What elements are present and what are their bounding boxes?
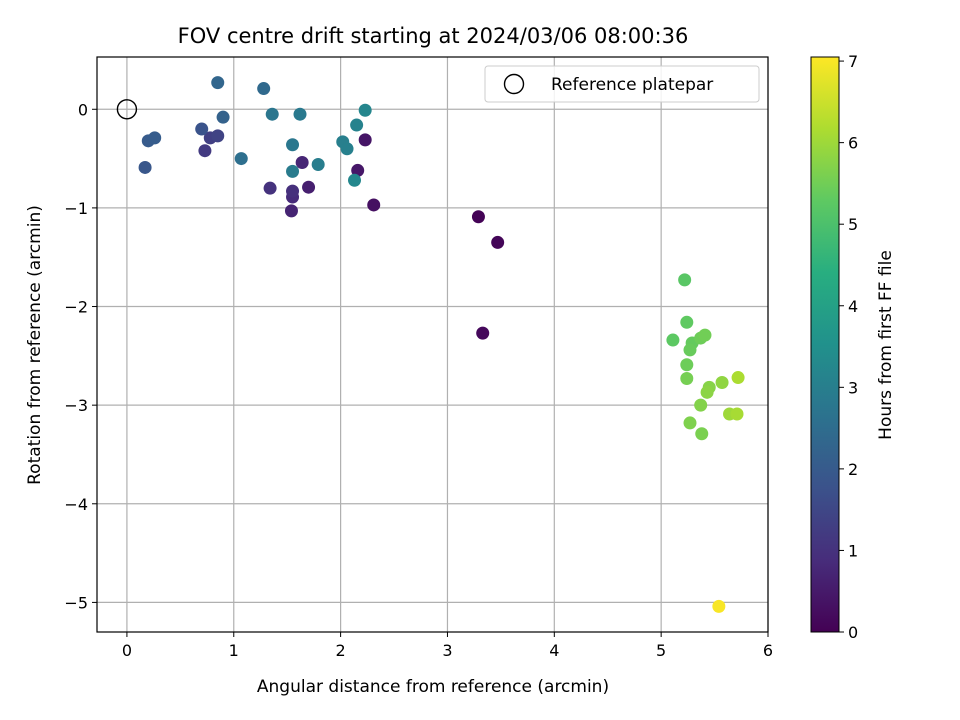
- plot-frame: [96, 56, 769, 633]
- x-tick-label: 0: [122, 641, 132, 660]
- data-point: [471, 210, 485, 224]
- colorbar-tick-label: 3: [848, 378, 858, 397]
- data-point: [216, 110, 230, 124]
- x-axis-ticks: 0 1 2 3 4 5 6: [122, 632, 773, 660]
- data-point: [491, 235, 505, 249]
- y-tick-label: −3: [64, 396, 88, 415]
- chart-title: FOV centre drift starting at 2024/03/06 …: [178, 24, 689, 48]
- y-tick-label: −5: [64, 593, 88, 612]
- data-point: [731, 371, 745, 385]
- y-tick-label: −1: [64, 199, 88, 218]
- data-point: [698, 328, 712, 342]
- data-point: [695, 427, 709, 441]
- data-point: [712, 599, 726, 613]
- data-point: [351, 163, 365, 177]
- y-tick-label: 0: [78, 100, 88, 119]
- x-tick-label: 1: [229, 641, 239, 660]
- data-point: [211, 76, 225, 90]
- x-tick-label: 2: [336, 641, 346, 660]
- data-point: [211, 129, 225, 143]
- data-point: [683, 343, 697, 357]
- data-point: [348, 173, 362, 187]
- y-axis-label: Rotation from reference (arcmin): [25, 205, 45, 485]
- data-point: [195, 122, 209, 136]
- colorbar-tick-label: 2: [848, 460, 858, 479]
- data-point: [700, 385, 714, 399]
- reference-marker: [116, 99, 138, 120]
- data-point: [263, 181, 277, 195]
- x-axis-label: Angular distance from reference (arcmin): [257, 677, 609, 697]
- data-point: [234, 152, 248, 166]
- x-tick-label: 5: [656, 641, 666, 660]
- data-point: [350, 118, 364, 132]
- y-tick-label: −4: [64, 495, 88, 514]
- data-point: [694, 398, 708, 412]
- colorbar-tick-label: 6: [848, 134, 858, 153]
- data-point: [715, 375, 729, 389]
- y-axis-ticks: 0 −1 −2 −3 −4 −5: [64, 100, 97, 612]
- data-points: [138, 76, 745, 613]
- colorbar-tick-label: 7: [848, 52, 858, 71]
- data-point: [286, 184, 300, 198]
- colorbar: 0 1 2 3 4 5 6 7 Hours from first FF file: [810, 52, 896, 642]
- data-point: [340, 142, 354, 156]
- colorbar-gradient: [810, 56, 840, 633]
- grid-lines: [97, 57, 769, 632]
- data-point: [367, 198, 381, 212]
- colorbar-ticks: 0 1 2 3 4 5 6 7: [839, 52, 858, 642]
- data-point: [680, 372, 694, 386]
- reference-platepar-point: [116, 99, 138, 120]
- data-point: [730, 407, 744, 421]
- data-point: [138, 160, 152, 174]
- data-point: [198, 144, 212, 158]
- data-point: [680, 315, 694, 329]
- data-point: [286, 138, 300, 152]
- data-point: [295, 156, 309, 170]
- colorbar-tick-label: 0: [848, 623, 858, 642]
- legend-box: [484, 65, 760, 103]
- data-point: [666, 333, 680, 347]
- data-point: [257, 82, 271, 96]
- x-tick-label: 6: [763, 641, 773, 660]
- data-point: [286, 164, 300, 178]
- data-point: [302, 180, 316, 194]
- x-tick-label: 3: [442, 641, 452, 660]
- data-point: [311, 158, 325, 172]
- colorbar-tick-label: 5: [848, 215, 858, 234]
- data-point: [680, 358, 694, 372]
- colorbar-tick-label: 1: [848, 541, 858, 560]
- legend-reference-marker: [503, 73, 525, 95]
- data-point: [358, 103, 372, 117]
- colorbar-label: Hours from first FF file: [876, 250, 896, 440]
- data-point: [678, 273, 692, 287]
- x-tick-label: 4: [549, 641, 559, 660]
- y-tick-label: −2: [64, 298, 88, 317]
- data-point: [358, 133, 372, 147]
- data-point: [284, 204, 298, 218]
- data-point: [683, 416, 697, 430]
- legend: Reference platepar: [484, 65, 760, 103]
- colorbar-tick-label: 4: [848, 297, 858, 316]
- data-point: [293, 107, 307, 121]
- data-point: [148, 131, 162, 145]
- legend-label: Reference platepar: [551, 75, 713, 95]
- data-point: [265, 107, 279, 121]
- data-point: [476, 326, 490, 340]
